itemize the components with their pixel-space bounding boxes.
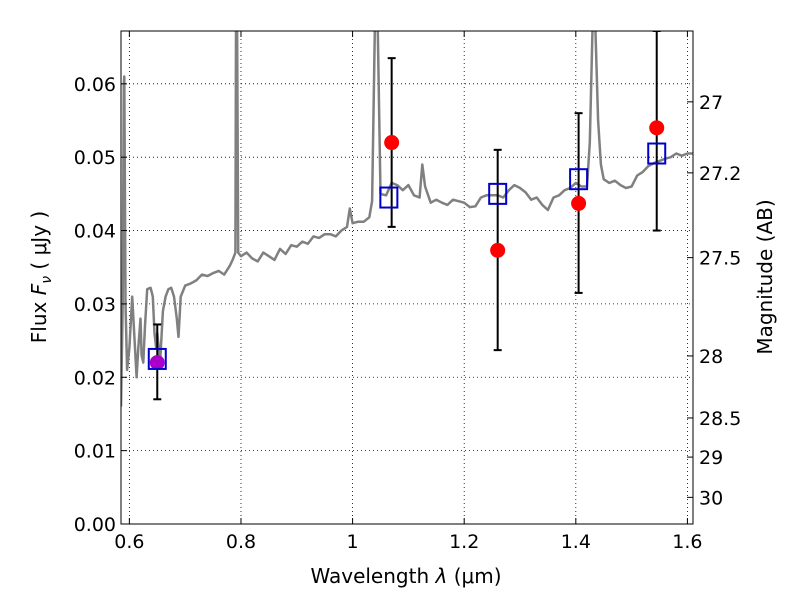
model-point	[569, 168, 589, 191]
x-tick-label: 0.6	[114, 531, 144, 553]
y-tick-label: 0.02	[74, 367, 116, 389]
x-tick-label: 1	[347, 531, 359, 553]
model-point	[647, 142, 667, 165]
x-tick-label: 0.8	[226, 531, 256, 553]
y2-tick-label: 29	[699, 447, 723, 469]
model-point	[488, 182, 508, 205]
x-axis-title: Wavelength λ (μm)	[310, 564, 501, 588]
observed-point	[571, 195, 587, 211]
model-layer	[147, 142, 667, 370]
x-tick-label: 1.2	[449, 531, 479, 553]
y-tick-label: 0.03	[74, 294, 116, 316]
observed-layer	[149, 120, 665, 371]
y2-tick-label: 27.2	[699, 163, 741, 185]
y-tick-label: 0.04	[74, 221, 116, 243]
model-point	[379, 186, 399, 209]
x-tick-label: 1.6	[672, 531, 702, 553]
y2-axis-title: Magnitude (AB)	[753, 199, 777, 354]
y2-tick-label: 27.5	[699, 248, 741, 270]
observed-point	[149, 355, 165, 371]
spectrum-layer	[121, 31, 693, 407]
observed-point	[649, 120, 665, 136]
plot-frame	[120, 30, 694, 525]
y-tick-label: 0.00	[74, 514, 116, 536]
y2-tick-label: 28	[699, 346, 723, 368]
y2-tick-label: 28.5	[699, 408, 741, 430]
y-tick-label: 0.05	[74, 147, 116, 169]
observed-point	[490, 242, 506, 258]
y-tick-label: 0.06	[74, 74, 116, 96]
model-point	[147, 347, 167, 370]
spectrum-line	[121, 31, 693, 407]
y-tick-label: 0.01	[74, 441, 116, 463]
y2-tick-label: 30	[699, 487, 723, 509]
axis-ticks: 0.6 0.8 1 1.2 1.4 1.6 0.00 0.01 0.02 0.03 0.04 0.05…	[74, 31, 741, 553]
y2-tick-label: 27	[699, 92, 723, 114]
x-tick-label: 1.4	[561, 531, 591, 553]
observed-point	[384, 135, 400, 151]
y-axis-title: Flux Fν ( μJy )	[27, 211, 55, 343]
